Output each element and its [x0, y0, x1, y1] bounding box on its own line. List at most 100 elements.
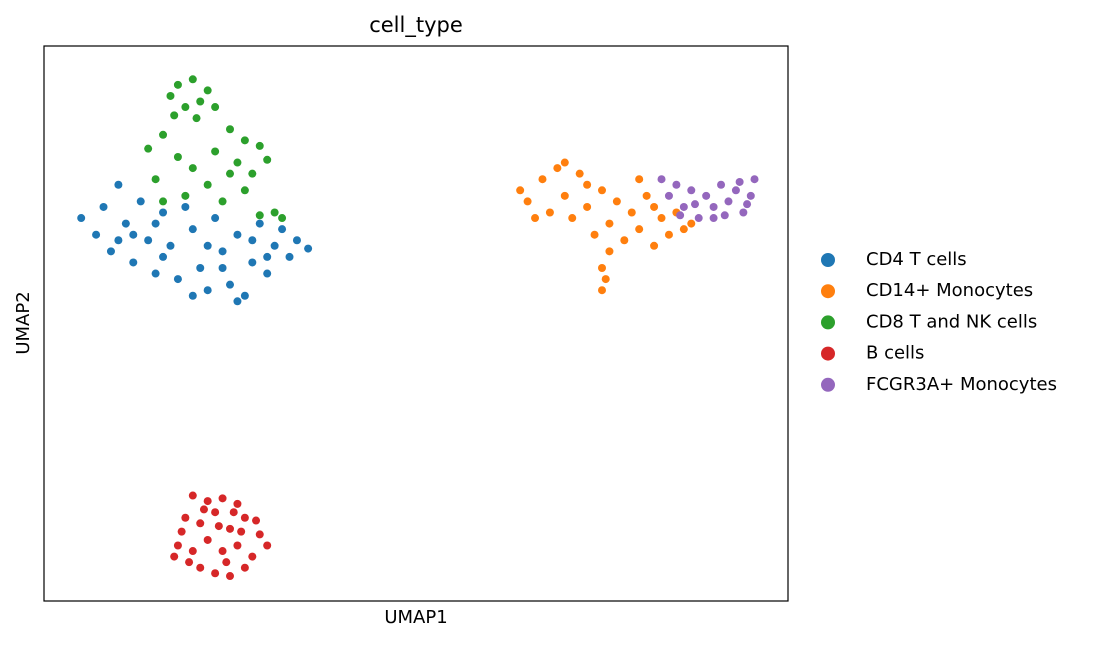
- point: [248, 236, 257, 245]
- point: [177, 527, 186, 536]
- point: [575, 169, 584, 178]
- legend-marker: [821, 253, 835, 267]
- point: [590, 230, 599, 239]
- point: [605, 219, 614, 228]
- legend-marker: [821, 346, 835, 361]
- point: [255, 530, 264, 539]
- point: [170, 552, 179, 561]
- point: [598, 264, 606, 272]
- point: [657, 214, 666, 223]
- points: [77, 75, 759, 581]
- point: [560, 191, 569, 200]
- point: [605, 247, 614, 256]
- point: [121, 219, 130, 228]
- legend-marker: [821, 377, 835, 392]
- point: [92, 230, 101, 239]
- point: [724, 197, 733, 206]
- point: [650, 202, 659, 211]
- point: [263, 155, 272, 164]
- point: [601, 275, 610, 284]
- point: [192, 114, 201, 123]
- point: [240, 513, 249, 522]
- point: [583, 180, 592, 189]
- point: [181, 513, 190, 522]
- point: [196, 519, 205, 528]
- point: [292, 236, 301, 245]
- point: [598, 186, 606, 195]
- point: [263, 269, 272, 278]
- legend-label: B cells: [866, 343, 924, 364]
- point: [583, 202, 592, 211]
- point: [173, 80, 182, 89]
- point: [159, 197, 168, 206]
- point: [255, 211, 264, 220]
- point: [731, 186, 740, 195]
- point: [620, 236, 629, 245]
- point: [211, 103, 220, 112]
- point: [166, 241, 175, 250]
- point: [240, 563, 249, 572]
- point: [226, 169, 234, 178]
- point: [650, 241, 659, 250]
- legend-label: CD14+ Monocytes: [866, 280, 1033, 301]
- point: [211, 508, 220, 517]
- point: [159, 130, 168, 139]
- point: [750, 175, 759, 184]
- point: [642, 191, 651, 200]
- point: [635, 225, 644, 234]
- point: [218, 494, 227, 503]
- point: [248, 552, 257, 561]
- point: [248, 258, 257, 267]
- point: [188, 164, 197, 173]
- point: [233, 499, 242, 508]
- point: [237, 527, 246, 536]
- point: [144, 144, 153, 153]
- point: [739, 208, 748, 217]
- point: [214, 522, 223, 531]
- x-axis-label: UMAP1: [384, 607, 447, 628]
- point: [687, 219, 696, 228]
- point: [99, 202, 108, 211]
- point: [166, 91, 175, 100]
- point: [229, 508, 238, 517]
- point: [151, 175, 160, 184]
- point: [679, 202, 688, 211]
- point: [691, 200, 699, 209]
- point: [129, 230, 138, 239]
- point: [233, 297, 242, 306]
- point: [263, 252, 272, 261]
- point: [240, 291, 249, 300]
- point: [203, 535, 212, 544]
- legend-label: CD8 T and NK cells: [866, 311, 1037, 332]
- point: [538, 175, 547, 184]
- point: [199, 505, 208, 514]
- point: [720, 211, 729, 220]
- point: [226, 524, 234, 533]
- point: [203, 86, 212, 95]
- point: [203, 286, 212, 295]
- point: [151, 269, 160, 278]
- point: [523, 197, 532, 206]
- point: [188, 491, 197, 500]
- point: [129, 258, 138, 267]
- point: [218, 247, 227, 256]
- point: [188, 291, 197, 300]
- point: [278, 225, 287, 234]
- point: [211, 569, 220, 578]
- point: [185, 558, 194, 567]
- point: [211, 147, 220, 156]
- point: [181, 191, 190, 200]
- point: [709, 202, 718, 211]
- point: [173, 275, 182, 284]
- point: [252, 516, 261, 525]
- point: [248, 169, 257, 178]
- point: [240, 186, 249, 195]
- point: [270, 208, 279, 217]
- point: [226, 280, 234, 289]
- point: [627, 208, 636, 217]
- point: [735, 177, 744, 186]
- point: [598, 286, 606, 295]
- point: [657, 175, 666, 184]
- point: [743, 200, 752, 209]
